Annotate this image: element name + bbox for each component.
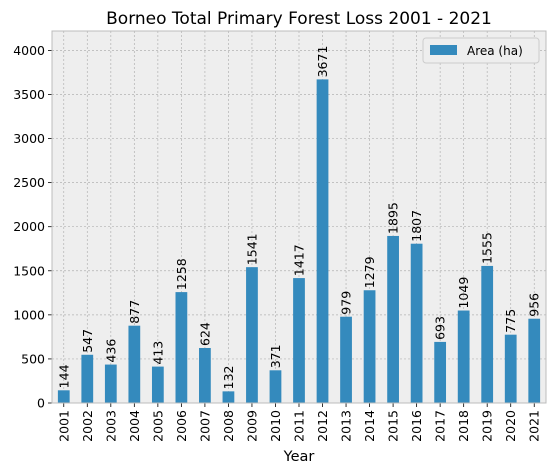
bar-2004 bbox=[128, 325, 141, 403]
data-label-2005: 413 bbox=[150, 341, 165, 365]
bar-2021 bbox=[528, 318, 541, 403]
bar-2001 bbox=[57, 390, 70, 403]
data-label-2020: 775 bbox=[503, 309, 518, 333]
x-tick-label: 2010 bbox=[268, 410, 283, 442]
bar-2017 bbox=[434, 341, 447, 403]
bar-2003 bbox=[104, 364, 117, 403]
chart-title: Borneo Total Primary Forest Loss 2001 - … bbox=[106, 9, 492, 29]
x-tick-label: 2007 bbox=[197, 410, 212, 442]
y-tick-label: 3000 bbox=[13, 131, 45, 146]
bar-2013 bbox=[340, 316, 352, 403]
data-labels: 144 547 436 877 413 1258 624 132 1541 371 1417 3671… bbox=[56, 46, 541, 390]
x-tick-label: 2014 bbox=[362, 410, 377, 442]
data-label-2015: 1895 bbox=[386, 202, 401, 234]
data-label-2014: 1279 bbox=[362, 256, 377, 288]
data-label-2013: 979 bbox=[339, 291, 354, 315]
y-tick-label: 2500 bbox=[13, 175, 45, 190]
data-label-2016: 1807 bbox=[409, 210, 424, 242]
bar-2008 bbox=[222, 391, 235, 403]
x-tick-label: 2001 bbox=[56, 410, 71, 442]
x-tick-label: 2012 bbox=[315, 410, 330, 442]
x-axis-label: Year bbox=[283, 449, 315, 465]
data-label-2012: 3671 bbox=[315, 46, 330, 78]
bar-2002 bbox=[81, 354, 94, 403]
x-tick-label: 2003 bbox=[103, 410, 118, 442]
bar-2019 bbox=[481, 265, 494, 403]
bar-2011 bbox=[293, 278, 305, 403]
data-label-2008: 132 bbox=[221, 366, 236, 390]
data-label-2007: 624 bbox=[197, 322, 212, 346]
y-tick-label: 3500 bbox=[13, 87, 45, 102]
y-tick-label: 500 bbox=[21, 351, 45, 366]
y-tick-label: 4000 bbox=[13, 43, 45, 58]
data-label-2018: 1049 bbox=[456, 277, 471, 309]
legend-swatch bbox=[430, 45, 457, 55]
bar-2007 bbox=[199, 347, 211, 403]
x-tick-label: 2004 bbox=[127, 410, 142, 442]
x-tick-label: 2021 bbox=[527, 410, 542, 442]
data-label-2002: 547 bbox=[80, 329, 95, 353]
data-label-2010: 371 bbox=[268, 344, 283, 368]
x-tick-label: 2017 bbox=[433, 410, 448, 442]
x-tick-label: 2011 bbox=[292, 410, 307, 442]
data-label-2003: 436 bbox=[103, 339, 118, 363]
bar-2014 bbox=[363, 290, 376, 403]
y-tick-label: 0 bbox=[37, 396, 45, 411]
x-tick-label: 2019 bbox=[480, 410, 495, 442]
x-tick-label: 2008 bbox=[221, 410, 236, 442]
data-label-2001: 144 bbox=[56, 364, 71, 388]
bar-2015 bbox=[387, 235, 399, 403]
bar-2005 bbox=[151, 366, 164, 403]
x-tick-label: 2013 bbox=[339, 410, 354, 442]
x-tick-label: 2002 bbox=[80, 410, 95, 442]
bar-2009 bbox=[246, 267, 258, 403]
y-tick-label: 2000 bbox=[13, 219, 45, 234]
x-axis-ticks: 2001 2002 2003 2004 2005 2006 2007 2008 2009 2010… bbox=[56, 403, 542, 442]
legend-label: Area (ha) bbox=[467, 44, 523, 58]
data-label-2017: 693 bbox=[433, 316, 448, 340]
bar-2012 bbox=[316, 79, 329, 403]
bar-2016 bbox=[410, 243, 423, 403]
plot-frame bbox=[51, 30, 547, 404]
y-tick-label: 1500 bbox=[13, 263, 45, 278]
x-tick-label: 2009 bbox=[244, 410, 259, 442]
x-tick-label: 2006 bbox=[174, 410, 189, 442]
data-label-2009: 1541 bbox=[244, 233, 259, 265]
data-label-2011: 1417 bbox=[292, 244, 307, 276]
y-tick-label: 1000 bbox=[13, 307, 45, 322]
x-tick-label: 2020 bbox=[503, 410, 518, 442]
bar-2006 bbox=[175, 292, 188, 403]
bars bbox=[57, 79, 541, 403]
bar-2018 bbox=[457, 310, 470, 403]
x-tick-label: 2015 bbox=[386, 410, 401, 442]
x-tick-label: 2018 bbox=[456, 410, 471, 442]
data-label-2021: 956 bbox=[527, 293, 542, 317]
data-label-2019: 1555 bbox=[480, 232, 495, 264]
bar-2010 bbox=[269, 370, 282, 403]
legend-box bbox=[422, 37, 540, 64]
x-tick-label: 2005 bbox=[150, 410, 165, 442]
y-axis-ticks: 0 500 1000 1500 2000 2500 3000 3500 4000 bbox=[13, 43, 52, 411]
x-tick-label: 2016 bbox=[409, 410, 424, 442]
data-label-2004: 877 bbox=[127, 300, 142, 324]
data-label-2006: 1258 bbox=[174, 258, 189, 290]
bar-2020 bbox=[504, 334, 517, 403]
legend: Area (ha) bbox=[422, 37, 540, 64]
